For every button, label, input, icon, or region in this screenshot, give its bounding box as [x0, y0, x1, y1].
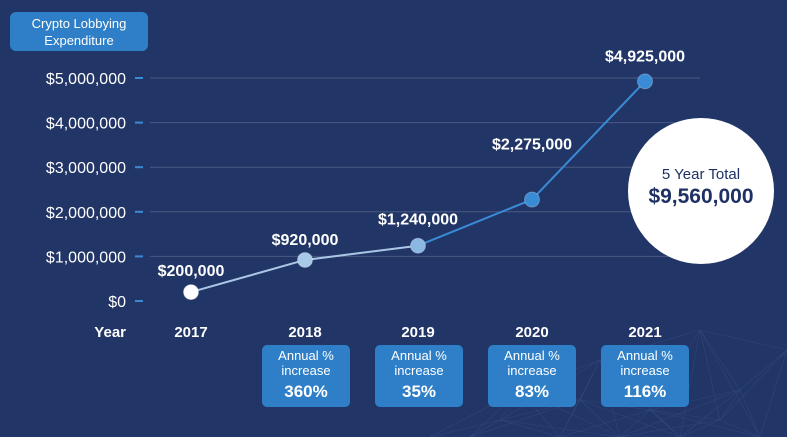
- annual-increase-label-line-1: Annual %: [391, 348, 447, 363]
- x-tick-label: 2019: [401, 324, 434, 341]
- annual-increase-label-line-2: increase: [507, 363, 557, 378]
- series-segment: [304, 244, 419, 261]
- x-axis-label: Year: [94, 324, 126, 341]
- y-tick-label: $0: [108, 294, 126, 311]
- y-tick-label: $1,000,000: [46, 249, 126, 266]
- annual-increase-value: 35%: [401, 382, 437, 401]
- data-point: [410, 237, 426, 254]
- annual-increase-value: 360%: [284, 382, 328, 401]
- series-line: [190, 80, 646, 294]
- data-label: $2,275,000: [492, 137, 572, 154]
- annual-increase-box-2019: Annual % increase 35%: [375, 345, 463, 407]
- total-value: $9,560,000: [648, 185, 754, 208]
- y-axis-label-line-2: Expenditure: [44, 33, 114, 48]
- data-point: [183, 284, 199, 301]
- data-point: [637, 73, 653, 90]
- annual-increase-label-line-2: increase: [281, 363, 331, 378]
- x-tick-label: 2018: [288, 324, 321, 341]
- x-tick-label: 2021: [628, 324, 661, 341]
- data-label: $200,000: [158, 263, 225, 280]
- x-tick-label: 2020: [515, 324, 548, 341]
- data-label: $4,925,000: [605, 48, 685, 65]
- total-badge: 5 Year Total $9,560,000: [628, 118, 774, 264]
- y-tick-label: $4,000,000: [46, 116, 126, 133]
- data-point: [297, 251, 313, 268]
- annual-increase-label-line-1: Annual %: [617, 348, 673, 363]
- data-labels: $200,000 $920,000 $1,240,000 $2,275,000 $4,9…: [158, 48, 686, 280]
- y-tick-label: $5,000,000: [46, 71, 126, 88]
- y-axis: $0 $1,000,000 $2,000,000 $3,000,000 $4,000,0…: [46, 71, 143, 311]
- x-axis: Year 2017 2018 2019 2020 2021: [94, 324, 661, 341]
- annual-increase-box-2018: Annual % increase 360%: [262, 345, 350, 407]
- annual-increase-label-line-1: Annual %: [278, 348, 334, 363]
- total-label: 5 Year Total: [661, 166, 741, 183]
- annual-increase-value: 83%: [514, 382, 550, 401]
- annual-increase-label-line-1: Annual %: [504, 348, 560, 363]
- series-segment: [190, 259, 306, 294]
- annual-increase-box-2021: Annual % increase 116%: [601, 345, 689, 407]
- data-label: $1,240,000: [378, 212, 458, 229]
- y-axis-label: Crypto Lobbying Expenditure: [10, 12, 148, 51]
- data-points: [183, 73, 653, 301]
- annual-increase-label-line-2: increase: [620, 363, 670, 378]
- grid-lines: [150, 77, 700, 257]
- series-segment: [417, 198, 533, 247]
- y-tick-label: $3,000,000: [46, 160, 126, 177]
- x-tick-label: 2017: [174, 324, 207, 341]
- y-axis-label-line-1: Crypto Lobbying: [31, 16, 127, 31]
- y-tick-label: $2,000,000: [46, 205, 126, 222]
- annual-increase-box-2020: Annual % increase 83%: [488, 345, 576, 407]
- data-label: $920,000: [272, 232, 339, 249]
- annual-increase-label-line-2: increase: [394, 363, 444, 378]
- data-point: [524, 191, 540, 208]
- series-segment: [531, 80, 646, 201]
- annual-increase-value: 116%: [623, 382, 667, 401]
